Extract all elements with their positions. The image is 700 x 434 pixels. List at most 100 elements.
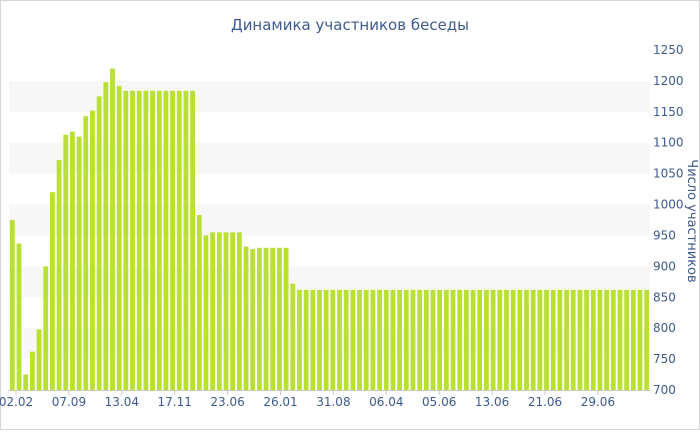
bar xyxy=(183,90,189,391)
y-tick-label: 900 xyxy=(653,259,676,273)
bar xyxy=(377,289,382,390)
bar xyxy=(223,232,229,390)
bar xyxy=(383,289,389,390)
bar xyxy=(63,134,69,390)
x-tick-label: 05.06 xyxy=(422,395,456,409)
y-tick-label: 1100 xyxy=(653,136,684,150)
bar xyxy=(644,289,650,390)
grid-band xyxy=(9,142,650,174)
grid-band xyxy=(9,328,650,360)
y-tick-label: 1250 xyxy=(653,43,684,57)
bar xyxy=(617,289,623,390)
bar xyxy=(123,90,129,391)
bar xyxy=(564,289,569,390)
bar xyxy=(590,289,596,390)
bar xyxy=(176,90,182,391)
y-axis-ticks: 700 750 800 850 900 950 1000 1050 1100 1150 1200 12… xyxy=(653,43,684,397)
bar xyxy=(190,90,196,391)
bar xyxy=(103,82,109,391)
bar xyxy=(136,90,142,391)
bar xyxy=(323,289,329,390)
bar xyxy=(317,289,322,390)
bar xyxy=(417,289,423,390)
grid-band xyxy=(9,266,650,298)
bar xyxy=(470,289,476,390)
bar xyxy=(310,289,316,390)
x-tick-label: 06.04 xyxy=(369,395,403,409)
bar xyxy=(29,351,35,390)
bar xyxy=(410,289,416,390)
bar xyxy=(443,289,449,390)
bar xyxy=(250,249,256,390)
chart-title: Динамика участников беседы xyxy=(231,16,469,34)
bar xyxy=(90,110,95,390)
bar xyxy=(50,192,55,390)
bar xyxy=(216,232,222,390)
bar xyxy=(130,90,135,391)
bar xyxy=(637,289,643,390)
bar xyxy=(230,232,236,390)
bar xyxy=(437,289,443,390)
bar xyxy=(297,289,302,390)
bar xyxy=(116,85,122,390)
bar xyxy=(530,289,536,390)
bar xyxy=(537,289,543,390)
x-tick-label: 29.06 xyxy=(581,395,615,409)
bar xyxy=(570,289,576,390)
bar xyxy=(604,289,610,390)
x-tick-label: 26.01 xyxy=(263,395,297,409)
bar xyxy=(96,96,102,391)
bar xyxy=(256,247,262,390)
bar xyxy=(303,289,309,390)
x-tick-label: 21.06 xyxy=(528,395,562,409)
bar xyxy=(577,289,583,390)
bar xyxy=(610,289,616,390)
x-tick-label: 31.08 xyxy=(316,395,350,409)
grid-band xyxy=(9,204,650,236)
grid-band xyxy=(9,80,650,112)
bar xyxy=(143,90,149,391)
y-tick-label: 1000 xyxy=(653,198,684,212)
bar xyxy=(517,289,523,390)
x-tick-label: 23.06 xyxy=(210,395,244,409)
bar xyxy=(56,160,62,390)
bar xyxy=(350,289,356,390)
y-tick-label: 750 xyxy=(653,352,676,366)
bar xyxy=(163,90,169,391)
bar xyxy=(203,235,209,390)
bar xyxy=(270,247,276,390)
bar xyxy=(9,220,15,390)
y-tick-label: 800 xyxy=(653,321,676,335)
bar xyxy=(156,90,162,391)
bar xyxy=(36,329,42,390)
bar xyxy=(510,289,516,390)
y-tick-label: 850 xyxy=(653,290,676,304)
bar xyxy=(423,289,429,390)
bar xyxy=(403,289,409,390)
bar xyxy=(170,90,175,391)
bar xyxy=(450,289,456,390)
bar xyxy=(484,289,489,390)
bar xyxy=(357,289,362,390)
bar xyxy=(337,289,342,390)
bar xyxy=(490,289,496,390)
x-axis-ticks: 02.02 07.09 13.04 17.11 23.06 26.01 31.08 06.04… xyxy=(0,390,615,409)
bar xyxy=(457,289,463,390)
bar xyxy=(343,289,349,390)
bar xyxy=(544,289,549,390)
bar xyxy=(43,266,49,390)
y-tick-label: 1200 xyxy=(653,74,684,88)
bar xyxy=(477,289,483,390)
bar xyxy=(550,289,556,390)
y-axis-label: Число участников xyxy=(684,159,699,282)
bar xyxy=(584,289,589,390)
y-tick-label: 700 xyxy=(653,383,676,397)
bar xyxy=(624,289,630,390)
bar xyxy=(330,289,336,390)
bar xyxy=(23,374,29,390)
bar xyxy=(76,136,82,390)
bar xyxy=(150,90,155,391)
x-tick-label: 07.09 xyxy=(52,395,86,409)
y-tick-label: 950 xyxy=(653,228,676,242)
